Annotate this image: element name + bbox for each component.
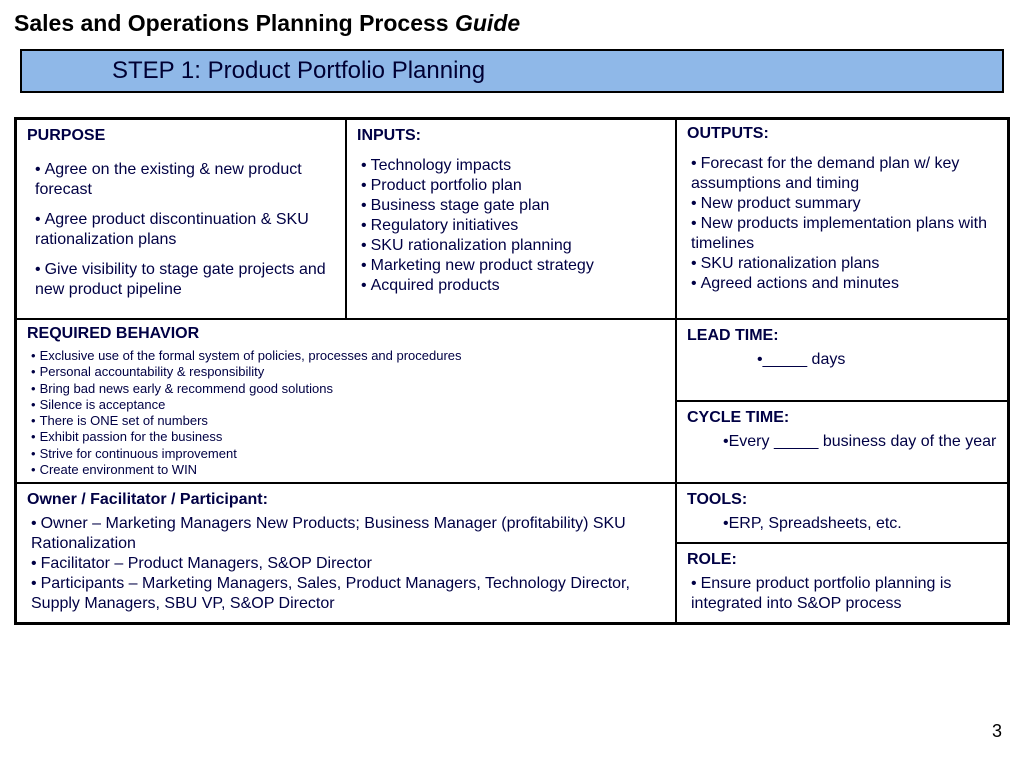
page-title: Sales and Operations Planning Process Gu… — [14, 10, 1010, 37]
list-item: Personal accountability & responsibility — [31, 364, 665, 380]
inputs-list: Technology impacts Product portfolio pla… — [361, 156, 665, 296]
list-item: Regulatory initiatives — [361, 216, 665, 236]
list-item: SKU rationalization planning — [361, 236, 665, 256]
tools-value: •ERP, Spreadsheets, etc. — [723, 514, 997, 534]
inputs-heading: INPUTS: — [357, 126, 665, 146]
list-item: Product portfolio plan — [361, 176, 665, 196]
list-item: Exhibit passion for the business — [31, 429, 665, 445]
role-cell: ROLE: Ensure product portfolio planning … — [676, 543, 1008, 623]
page-number: 3 — [992, 721, 1002, 742]
roles-list: Owner – Marketing Managers New Products;… — [31, 514, 665, 614]
list-item: Owner – Marketing Managers New Products;… — [31, 514, 665, 554]
list-item: Agree product discontinuation & SKU rati… — [31, 210, 335, 250]
tools-heading: TOOLS: — [687, 490, 997, 510]
list-item: Acquired products — [361, 276, 665, 296]
purpose-heading: PURPOSE — [27, 126, 335, 146]
title-plain: Sales and Operations Planning Process — [14, 10, 455, 36]
purpose-list: Agree on the existing & new product fore… — [31, 160, 335, 300]
cycle-time-cell: CYCLE TIME: •Every _____ business day of… — [676, 401, 1008, 483]
cycle-time-value: •Every _____ business day of the year — [723, 432, 997, 452]
list-item: New products implementation plans with t… — [691, 214, 997, 254]
list-item: Silence is acceptance — [31, 397, 665, 413]
title-italic: Guide — [455, 10, 520, 36]
list-item: There is ONE set of numbers — [31, 413, 665, 429]
required-behavior-heading: REQUIRED BEHAVIOR — [27, 324, 665, 344]
role-list: Ensure product portfolio planning is int… — [691, 574, 997, 614]
cycle-time-heading: CYCLE TIME: — [687, 408, 997, 428]
outputs-list: Forecast for the demand plan w/ key assu… — [691, 154, 997, 294]
list-item: Business stage gate plan — [361, 196, 665, 216]
lead-time-cell: LEAD TIME: •_____ days — [676, 319, 1008, 401]
main-grid: PURPOSE Agree on the existing & new prod… — [14, 117, 1010, 625]
roles-heading: Owner / Facilitator / Participant: — [27, 490, 665, 510]
roles-cell: Owner / Facilitator / Participant: Owner… — [16, 483, 676, 623]
list-item: Exclusive use of the formal system of po… — [31, 348, 665, 364]
list-item: Technology impacts — [361, 156, 665, 176]
role-heading: ROLE: — [687, 550, 997, 570]
list-item: Agreed actions and minutes — [691, 274, 997, 294]
list-item: Forecast for the demand plan w/ key assu… — [691, 154, 997, 194]
list-item: Facilitator – Product Managers, S&OP Dir… — [31, 554, 665, 574]
list-item: Marketing new product strategy — [361, 256, 665, 276]
tools-cell: TOOLS: •ERP, Spreadsheets, etc. — [676, 483, 1008, 543]
list-item: Bring bad news early & recommend good so… — [31, 381, 665, 397]
list-item: Agree on the existing & new product fore… — [31, 160, 335, 200]
step-banner: STEP 1: Product Portfolio Planning — [20, 49, 1004, 93]
lead-time-value: •_____ days — [757, 350, 997, 370]
list-item: Give visibility to stage gate projects a… — [31, 260, 335, 300]
purpose-cell: PURPOSE Agree on the existing & new prod… — [16, 119, 346, 319]
list-item: SKU rationalization plans — [691, 254, 997, 274]
list-item: Participants – Marketing Managers, Sales… — [31, 574, 665, 614]
list-item: Strive for continuous improvement — [31, 446, 665, 462]
list-item: New product summary — [691, 194, 997, 214]
outputs-heading: OUTPUTS: — [687, 124, 997, 144]
required-behavior-list: Exclusive use of the formal system of po… — [31, 348, 665, 478]
lead-time-heading: LEAD TIME: — [687, 326, 997, 346]
inputs-cell: INPUTS: Technology impacts Product portf… — [346, 119, 676, 319]
required-behavior-cell: REQUIRED BEHAVIOR Exclusive use of the f… — [16, 319, 676, 483]
outputs-cell: OUTPUTS: Forecast for the demand plan w/… — [676, 119, 1008, 319]
list-item: Ensure product portfolio planning is int… — [691, 574, 997, 614]
list-item: Create environment to WIN — [31, 462, 665, 478]
